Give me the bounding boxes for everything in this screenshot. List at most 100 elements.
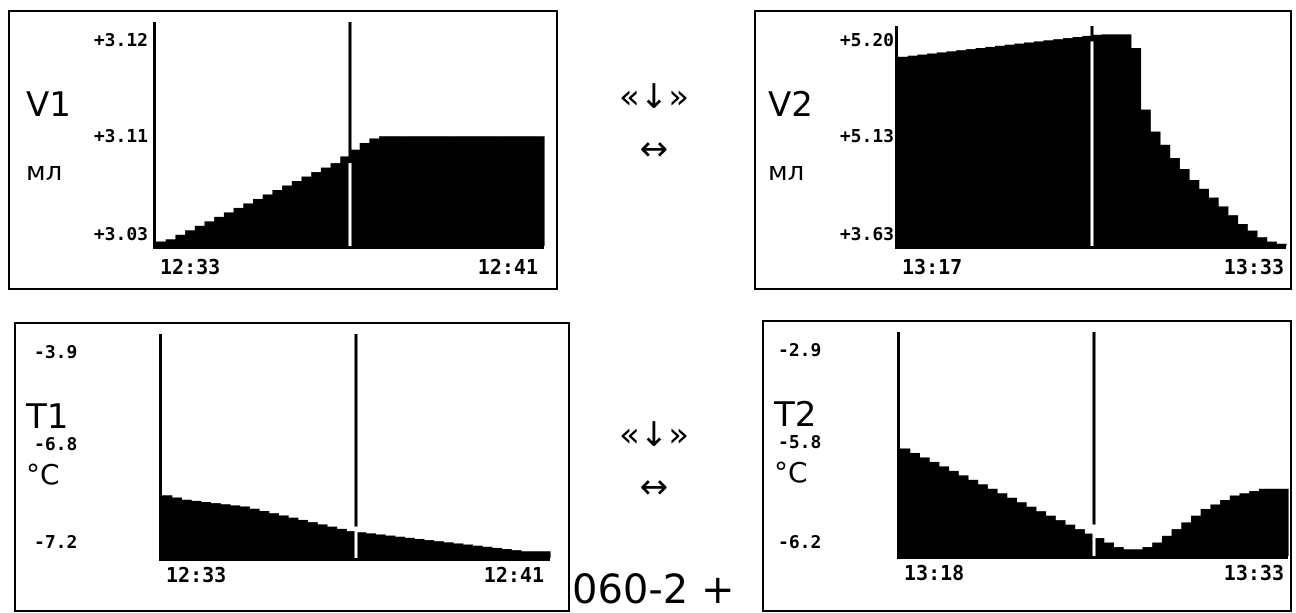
data-bar	[898, 56, 909, 246]
data-bar	[936, 52, 948, 247]
data-bar	[1247, 230, 1258, 246]
data-bar	[268, 513, 279, 558]
chart-panel-t2: -2.9 T2 -5.8 °C -6.2 13:18 13:33	[762, 320, 1292, 612]
data-bar	[995, 45, 1006, 246]
data-bar	[1101, 34, 1112, 246]
unit-label: °C	[26, 458, 60, 491]
data-bar	[272, 190, 283, 246]
y-axis-line	[895, 26, 898, 246]
data-bar	[1239, 493, 1250, 556]
data-bar	[1062, 38, 1074, 246]
data-bar	[900, 448, 911, 556]
data-bar	[1014, 43, 1025, 246]
data-bar	[1171, 529, 1182, 556]
data-bar	[379, 136, 390, 246]
x-tick-start: 12:33	[166, 563, 226, 587]
data-bar	[369, 138, 380, 246]
data-bar	[307, 522, 318, 558]
data-bar	[1191, 515, 1202, 556]
data-bar	[385, 535, 396, 558]
data-bar	[987, 488, 998, 556]
data-bar	[1121, 34, 1132, 246]
data-bar	[462, 544, 473, 558]
data-bar	[1161, 535, 1173, 556]
y-tick-mid: +5.13	[840, 126, 894, 147]
data-bar	[162, 495, 173, 558]
data-bar	[1142, 547, 1153, 556]
data-bar	[938, 466, 950, 556]
cursor-line[interactable]	[1092, 332, 1096, 525]
data-bar	[977, 484, 988, 556]
data-bar	[1113, 547, 1124, 556]
x-axis-line	[897, 556, 1288, 559]
y-tick-bottom: +3.03	[94, 224, 148, 245]
chart-panel-v2: +5.20 V2 +5.13 мл +3.63 13:17 13:33	[754, 10, 1292, 290]
data-bar	[375, 534, 386, 558]
data-bar	[927, 53, 938, 246]
data-bar	[466, 136, 477, 246]
data-bar	[1111, 34, 1122, 246]
cursor-line-inner[interactable]	[1090, 41, 1094, 247]
y-tick-top: +3.12	[94, 30, 148, 51]
data-bar	[282, 185, 293, 246]
data-bar	[394, 536, 406, 558]
data-bar	[505, 136, 516, 246]
data-bar	[223, 212, 235, 246]
cursor-line[interactable]	[1090, 26, 1094, 42]
data-bar	[356, 532, 367, 558]
data-bar	[301, 176, 312, 246]
data-bar	[229, 505, 241, 558]
data-bar	[1092, 34, 1103, 246]
data-bar	[253, 198, 264, 246]
data-bar	[1053, 39, 1064, 247]
cursor-line[interactable]	[348, 22, 352, 164]
data-bar	[214, 216, 225, 246]
data-bar	[1082, 35, 1093, 247]
data-bar	[1132, 549, 1144, 556]
y-tick-mid: +3.11	[94, 126, 148, 147]
data-bar	[350, 149, 361, 246]
data-bar	[1043, 40, 1054, 246]
data-bar	[985, 46, 996, 247]
data-bar	[1159, 144, 1171, 246]
data-bar	[288, 517, 299, 558]
data-bar	[340, 156, 351, 246]
data-bar	[1123, 549, 1134, 556]
data-bar	[476, 136, 487, 246]
data-bar	[156, 241, 167, 246]
data-bar	[511, 550, 522, 558]
data-bar	[346, 531, 357, 558]
cursor-line-inner[interactable]	[354, 526, 358, 558]
unit-label: мл	[26, 157, 62, 187]
cursor-line-inner[interactable]	[1092, 524, 1096, 556]
data-bar	[326, 526, 338, 558]
channel-label: T1	[25, 397, 68, 437]
data-bar	[1035, 511, 1047, 556]
x-tick-end: 13:33	[1224, 255, 1284, 279]
data-bar	[917, 54, 928, 246]
data-bar	[262, 194, 273, 246]
data-bar	[1033, 41, 1045, 247]
data-bar	[1218, 206, 1229, 246]
data-bar	[443, 542, 454, 558]
data-bar	[433, 541, 444, 558]
data-bar	[1227, 215, 1239, 246]
data-bar	[997, 493, 1008, 556]
x-axis-line	[895, 246, 1286, 249]
footer-fragment: 060-2 +	[572, 567, 735, 613]
cursor-line[interactable]	[354, 334, 358, 527]
data-bar	[336, 528, 347, 558]
data-bar	[1084, 533, 1095, 556]
data-bar	[414, 538, 425, 558]
data-bar	[1024, 42, 1035, 246]
data-bar	[1249, 491, 1260, 556]
y-axis-line	[153, 22, 156, 246]
data-bar	[965, 49, 977, 246]
y-tick-top: -2.9	[778, 340, 821, 361]
data-bar	[958, 475, 969, 556]
data-bar	[181, 499, 192, 558]
cursor-line-inner[interactable]	[348, 163, 352, 246]
x-tick-start: 13:18	[904, 561, 964, 585]
channel-label: T2	[773, 395, 816, 435]
y-tick-top: -3.9	[34, 342, 77, 363]
